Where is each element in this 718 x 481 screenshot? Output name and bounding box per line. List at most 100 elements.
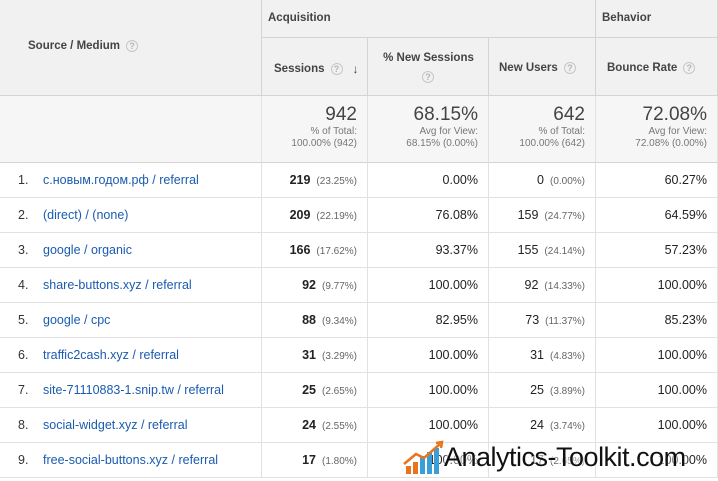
- bounce-rate-cell: 60.27%: [596, 163, 718, 198]
- bounce-rate-cell: 85.23%: [596, 303, 718, 338]
- source-medium-link[interactable]: google / organic: [43, 243, 132, 257]
- source-medium-link[interactable]: traffic2cash.xyz / referral: [43, 348, 179, 362]
- sessions-pct: (2.55%): [321, 421, 357, 432]
- sessions-value: 219: [289, 173, 311, 187]
- source-medium-link[interactable]: (direct) / (none): [43, 208, 129, 222]
- new-users-value: 0: [537, 173, 544, 187]
- sessions-pct: (9.77%): [321, 281, 357, 292]
- table-row-source-cell: 4. share-buttons.xyz / referral: [0, 268, 262, 303]
- new-sessions-cell: 100.00%: [368, 373, 489, 408]
- new-sessions-total: 68.15% Avg for View: 68.15% (0.00%): [368, 96, 489, 163]
- new-users-value: 24: [530, 418, 544, 432]
- sessions-total: 942 % of Total: 100.00% (942): [262, 96, 368, 163]
- sessions-cell: 219 (23.25%): [262, 163, 368, 198]
- sessions-cell: 92 (9.77%): [262, 268, 368, 303]
- new-sessions-value: 100.00%: [428, 418, 478, 432]
- bounce-rate-total-detail: 72.08% (0.00%): [635, 138, 707, 149]
- row-number: 4.: [18, 278, 29, 292]
- new-sessions-value: 100.00%: [428, 383, 478, 397]
- help-icon[interactable]: ?: [126, 40, 139, 52]
- row-number: 1.: [18, 173, 29, 187]
- sessions-pct: (17.62%): [316, 246, 357, 257]
- table-row-source-cell: 8. social-widget.xyz / referral: [0, 408, 262, 443]
- row-number: 5.: [18, 313, 29, 327]
- sessions-value: 92: [302, 278, 316, 292]
- sessions-cell: 166 (17.62%): [262, 233, 368, 268]
- table-row-source-cell: 6. traffic2cash.xyz / referral: [0, 338, 262, 373]
- row-number: 2.: [18, 208, 29, 222]
- new-users-cell: 31 (4.83%): [489, 338, 596, 373]
- new-users-pct: (24.77%): [544, 211, 585, 222]
- new-sessions-value: 82.95%: [435, 313, 478, 327]
- new-sessions-cell: 100.00%: [368, 443, 489, 478]
- row-number: 8.: [18, 418, 29, 432]
- bounce-rate-value: 57.23%: [664, 243, 707, 257]
- new-sessions-cell: 76.08%: [368, 198, 489, 233]
- new-sessions-cell: 82.95%: [368, 303, 489, 338]
- sessions-header[interactable]: Sessions? ↓: [262, 38, 368, 96]
- new-users-value: 159: [517, 208, 539, 222]
- help-icon[interactable]: ?: [563, 62, 576, 74]
- new-sessions-total-caption: Avg for View:: [419, 126, 478, 137]
- bar-chart-logo-icon: [403, 440, 444, 474]
- behavior-group-header: Behavior: [596, 0, 718, 38]
- bounce-rate-total: 72.08% Avg for View: 72.08% (0.00%): [596, 96, 718, 163]
- new-users-total-value: 642: [553, 104, 585, 125]
- help-icon[interactable]: ?: [683, 62, 696, 74]
- bounce-rate-value: 60.27%: [664, 173, 707, 187]
- new-sessions-value: 100.00%: [428, 278, 478, 292]
- table-row-source-cell: 5. google / cpc: [0, 303, 262, 338]
- new-users-pct: (11.37%): [545, 316, 585, 327]
- bounce-rate-value: 100.00%: [657, 348, 707, 362]
- sessions-value: 31: [302, 348, 316, 362]
- new-sessions-cell: 100.00%: [368, 338, 489, 373]
- new-sessions-header[interactable]: % New Sessions ?: [368, 38, 489, 96]
- sessions-pct: (2.65%): [321, 386, 357, 397]
- sessions-value: 88: [302, 313, 316, 327]
- table-row-source-cell: 7. site-71110883-1.snip.tw / referral: [0, 373, 262, 408]
- new-users-header[interactable]: New Users?: [489, 38, 596, 96]
- new-users-value: 73: [525, 313, 540, 327]
- source-medium-link[interactable]: free-social-buttons.xyz / referral: [43, 453, 219, 467]
- help-icon[interactable]: ?: [422, 70, 434, 83]
- new-users-pct: (3.89%): [549, 386, 585, 397]
- bounce-rate-value: 100.00%: [657, 418, 707, 432]
- new-users-pct: (14.33%): [544, 281, 585, 292]
- new-users-pct: (4.83%): [549, 351, 585, 362]
- source-medium-link[interactable]: share-buttons.xyz / referral: [43, 278, 192, 292]
- new-sessions-value: 0.00%: [442, 173, 478, 187]
- source-medium-header[interactable]: Source / Medium?: [0, 0, 262, 96]
- help-icon[interactable]: ?: [330, 63, 343, 75]
- totals-label-cell: [0, 96, 262, 163]
- behavior-label: Behavior: [602, 12, 652, 24]
- new-users-value: 25: [530, 383, 544, 397]
- acquisition-group-header: Acquisition: [262, 0, 596, 38]
- table-row-source-cell: 1. с.новым.годом.рф / referral: [0, 163, 262, 198]
- bounce-rate-value: 100.00%: [657, 453, 707, 467]
- sessions-total-caption: % of Total:: [310, 126, 357, 137]
- new-sessions-value: 76.08%: [435, 208, 478, 222]
- bounce-rate-total-caption: Avg for View:: [648, 126, 707, 137]
- bounce-rate-header[interactable]: Bounce Rate?: [596, 38, 718, 96]
- new-sessions-cell: 93.37%: [368, 233, 489, 268]
- source-medium-link[interactable]: с.новым.годом.рф / referral: [43, 173, 199, 187]
- sessions-cell: 24 (2.55%): [262, 408, 368, 443]
- new-users-total: 642 % of Total: 100.00% (642): [489, 96, 596, 163]
- new-users-pct: (24.14%): [544, 246, 585, 257]
- sessions-cell: 25 (2.65%): [262, 373, 368, 408]
- new-users-total-detail: 100.00% (642): [519, 138, 585, 149]
- new-users-value: 155: [517, 243, 539, 257]
- table-row-source-cell: 9. free-social-buttons.xyz / referral: [0, 443, 262, 478]
- bounce-rate-cell: 64.59%: [596, 198, 718, 233]
- source-medium-link[interactable]: google / cpc: [43, 313, 111, 327]
- new-sessions-total-detail: 68.15% (0.00%): [406, 138, 478, 149]
- sort-descending-icon[interactable]: ↓: [352, 62, 359, 76]
- source-medium-link[interactable]: social-widget.xyz / referral: [43, 418, 188, 432]
- source-medium-link[interactable]: site-71110883-1.snip.tw / referral: [43, 383, 224, 397]
- table-row-source-cell: 3. google / organic: [0, 233, 262, 268]
- sessions-pct: (9.34%): [321, 316, 357, 327]
- sessions-total-detail: 100.00% (942): [291, 138, 357, 149]
- row-number: 7.: [18, 383, 29, 397]
- watermark-text: Analytics-Toolkit.com: [444, 442, 686, 472]
